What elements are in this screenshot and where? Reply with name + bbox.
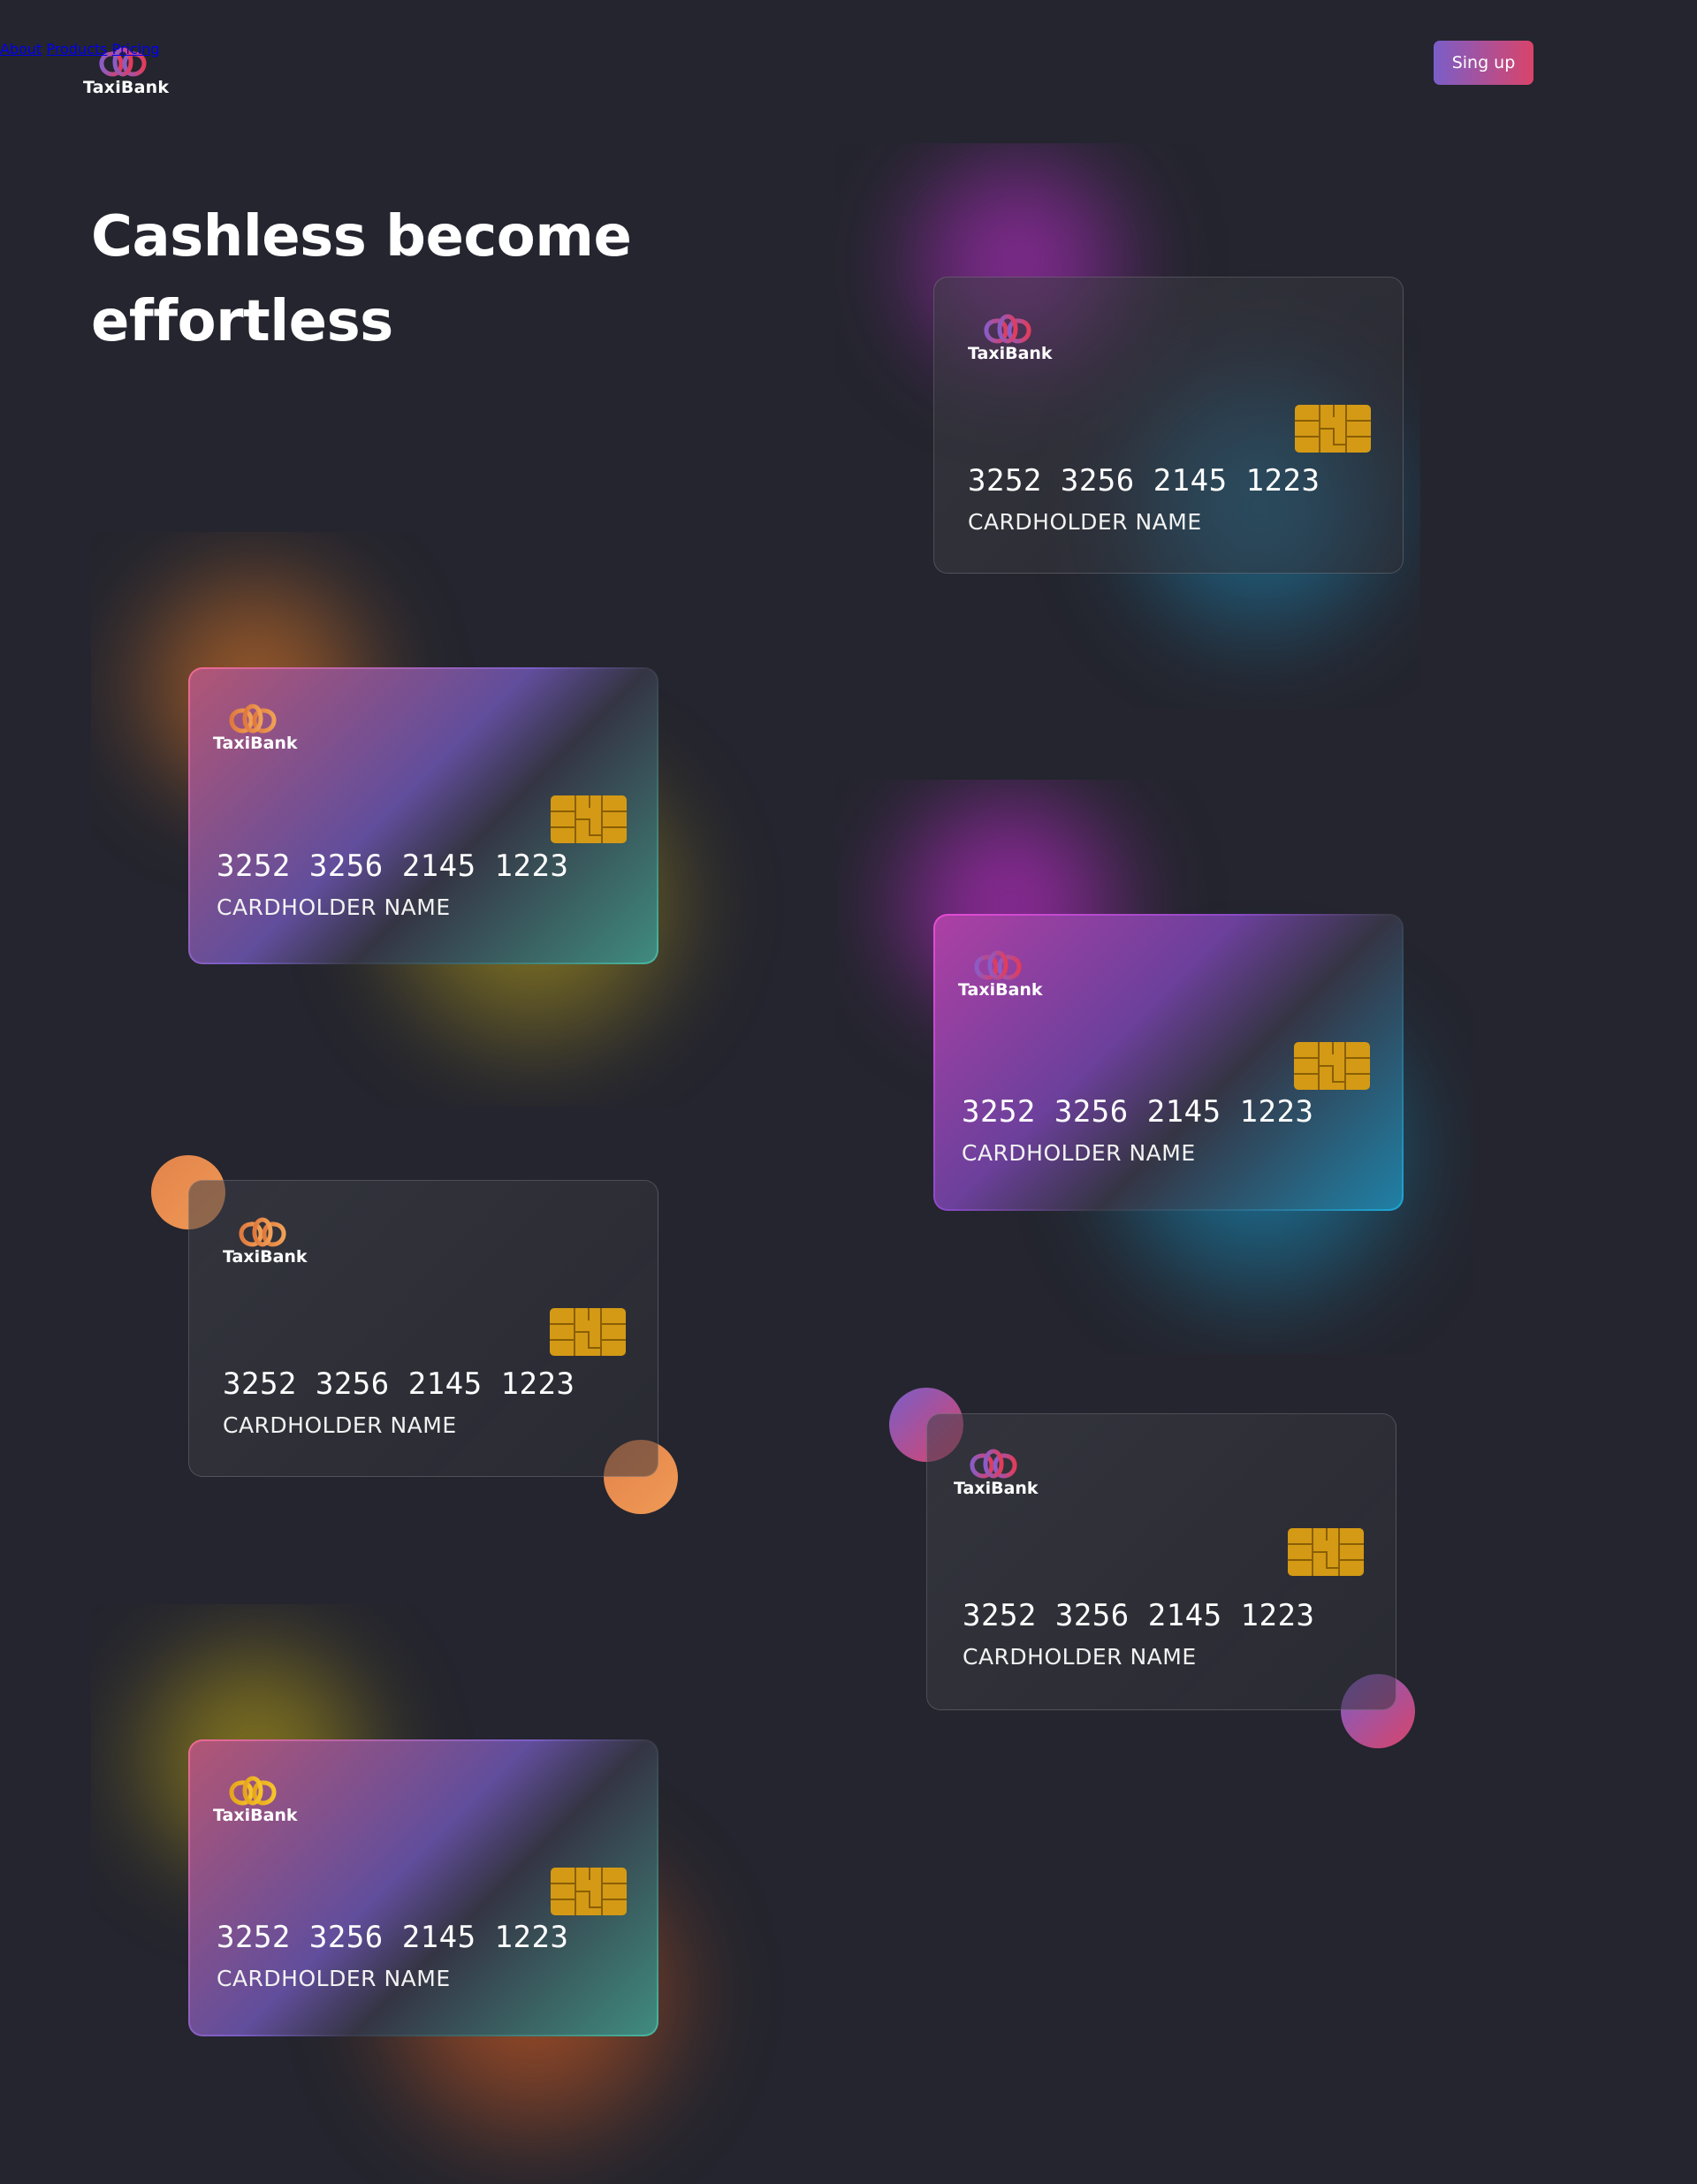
- card-logo: TaxiBank: [213, 701, 298, 753]
- card-number: 3252 3256 2145 1223: [223, 1366, 575, 1402]
- signup-button[interactable]: Sing up: [1434, 41, 1533, 85]
- nav-about[interactable]: About: [0, 41, 42, 57]
- card-logo: TaxiBank: [223, 1214, 308, 1267]
- chip-icon: [551, 795, 627, 843]
- card-number: 3252 3256 2145 1223: [217, 848, 569, 884]
- cardholder-name: CARDHOLDER NAME: [217, 1966, 451, 1991]
- card-number: 3252 3256 2145 1223: [968, 463, 1320, 498]
- top-nav: About Products Pricing: [0, 41, 1697, 85]
- credit-card-6[interactable]: TaxiBank 3252 3256 2145 1223 CARDHOLDER …: [188, 1739, 658, 2036]
- cardholder-name: CARDHOLDER NAME: [962, 1140, 1196, 1166]
- hero-title: Cashless become effortless: [91, 194, 763, 364]
- card-logo: TaxiBank: [968, 311, 1053, 363]
- taxibank-logo-icon: [984, 314, 1031, 344]
- card-brand: TaxiBank: [968, 344, 1053, 363]
- card-logo: TaxiBank: [954, 1446, 1039, 1498]
- card-number: 3252 3256 2145 1223: [217, 1920, 569, 1955]
- taxibank-logo-icon: [239, 1217, 286, 1247]
- nav-products[interactable]: Products: [46, 41, 108, 57]
- card-logo: TaxiBank: [958, 947, 1043, 1000]
- nav-pricing[interactable]: Pricing: [111, 41, 160, 57]
- credit-card-3[interactable]: TaxiBank 3252 3256 2145 1223 CARDHOLDER …: [933, 914, 1404, 1211]
- chip-icon: [1294, 1042, 1370, 1090]
- hero-line-1: Cashless become: [91, 204, 632, 270]
- credit-card-5[interactable]: TaxiBank 3252 3256 2145 1223 CARDHOLDER …: [926, 1413, 1396, 1710]
- cardholder-name: CARDHOLDER NAME: [223, 1412, 457, 1438]
- card-number: 3252 3256 2145 1223: [962, 1094, 1314, 1130]
- chip-icon: [550, 1308, 626, 1356]
- brand-name: TaxiBank: [83, 78, 170, 97]
- card-number: 3252 3256 2145 1223: [963, 1598, 1315, 1633]
- taxibank-logo-icon: [970, 1449, 1017, 1479]
- credit-card-4[interactable]: TaxiBank 3252 3256 2145 1223 CARDHOLDER …: [188, 1180, 658, 1477]
- hero-line-2: effortless: [91, 289, 393, 354]
- card-brand: TaxiBank: [958, 980, 1043, 1000]
- taxibank-logo-icon: [974, 950, 1022, 980]
- card-brand: TaxiBank: [213, 1806, 298, 1825]
- credit-card-1[interactable]: TaxiBank 3252 3256 2145 1223 CARDHOLDER …: [933, 277, 1404, 574]
- taxibank-logo-icon: [229, 704, 277, 734]
- brand-logo[interactable]: TaxiBank: [83, 44, 170, 97]
- card-brand: TaxiBank: [213, 734, 298, 753]
- credit-card-2[interactable]: TaxiBank 3252 3256 2145 1223 CARDHOLDER …: [188, 667, 658, 964]
- cardholder-name: CARDHOLDER NAME: [217, 894, 451, 920]
- chip-icon: [1295, 405, 1371, 453]
- card-brand: TaxiBank: [954, 1479, 1039, 1498]
- cardholder-name: CARDHOLDER NAME: [963, 1644, 1197, 1670]
- taxibank-logo-icon: [99, 47, 147, 77]
- card-brand: TaxiBank: [223, 1247, 308, 1267]
- chip-icon: [551, 1868, 627, 1915]
- chip-icon: [1288, 1528, 1364, 1576]
- card-logo: TaxiBank: [213, 1773, 298, 1825]
- taxibank-logo-icon: [229, 1776, 277, 1806]
- cardholder-name: CARDHOLDER NAME: [968, 509, 1202, 535]
